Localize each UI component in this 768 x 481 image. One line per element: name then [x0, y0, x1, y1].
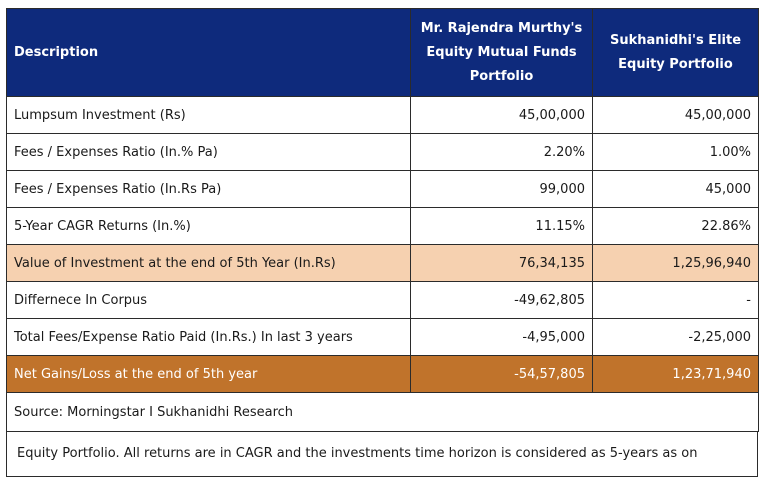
row-label: Total Fees/Expense Ratio Paid (In.Rs.) I…	[6, 318, 411, 356]
table-row: Differnece In Corpus -49,62,805 -	[6, 281, 759, 319]
table-header-row: Description Mr. Rajendra Murthy's Equity…	[6, 8, 759, 97]
table-row: Lumpsum Investment (Rs) 45,00,000 45,00,…	[6, 96, 759, 134]
row-value-rajendra: -4,95,000	[410, 318, 593, 356]
table-row: Total Fees/Expense Ratio Paid (In.Rs.) I…	[6, 318, 759, 356]
header-description: Description	[6, 8, 411, 97]
row-value-rajendra: 45,00,000	[410, 96, 593, 134]
footnote-box: Equity Portfolio. All returns are in CAG…	[6, 432, 758, 477]
row-value-sukhanidhi: 1,23,71,940	[592, 355, 759, 393]
row-label: 5-Year CAGR Returns (In.%)	[6, 207, 411, 245]
row-value-sukhanidhi: 22.86%	[592, 207, 759, 245]
comparison-table-container: Description Mr. Rajendra Murthy's Equity…	[6, 8, 759, 432]
footnote-line: Equity Portfolio. All returns are in CAG…	[17, 446, 698, 461]
source-row: Source: Morningstar I Sukhanidhi Researc…	[6, 392, 759, 432]
row-value-sukhanidhi: 1.00%	[592, 133, 759, 171]
row-value-rajendra: 11.15%	[410, 207, 593, 245]
table-row: 5-Year CAGR Returns (In.%) 11.15% 22.86%	[6, 207, 759, 245]
row-value-rajendra: 99,000	[410, 170, 593, 208]
row-value-rajendra: 76,34,135	[410, 244, 593, 282]
header-rajendra-portfolio: Mr. Rajendra Murthy's Equity Mutual Fund…	[410, 8, 593, 97]
comparison-table: Description Mr. Rajendra Murthy's Equity…	[6, 8, 759, 432]
table-row-total: Net Gains/Loss at the end of 5th year -5…	[6, 355, 759, 393]
row-label: Lumpsum Investment (Rs)	[6, 96, 411, 134]
table-row: Fees / Expenses Ratio (In.Rs Pa) 99,000 …	[6, 170, 759, 208]
row-value-rajendra: 2.20%	[410, 133, 593, 171]
row-value-sukhanidhi: -2,25,000	[592, 318, 759, 356]
row-value-sukhanidhi: -	[592, 281, 759, 319]
row-label: Net Gains/Loss at the end of 5th year	[6, 355, 411, 393]
table-row-highlight: Value of Investment at the end of 5th Ye…	[6, 244, 759, 282]
row-label: Fees / Expenses Ratio (In.% Pa)	[6, 133, 411, 171]
header-sukhanidhi-portfolio: Sukhanidhi's Elite Equity Portfolio	[592, 8, 759, 97]
row-value-rajendra: -49,62,805	[410, 281, 593, 319]
row-value-sukhanidhi: 45,000	[592, 170, 759, 208]
row-label: Value of Investment at the end of 5th Ye…	[6, 244, 411, 282]
row-label: Differnece In Corpus	[6, 281, 411, 319]
row-value-sukhanidhi: 45,00,000	[592, 96, 759, 134]
table-row: Fees / Expenses Ratio (In.% Pa) 2.20% 1.…	[6, 133, 759, 171]
row-value-rajendra: -54,57,805	[410, 355, 593, 393]
source-note: Source: Morningstar I Sukhanidhi Researc…	[6, 392, 759, 432]
row-label: Fees / Expenses Ratio (In.Rs Pa)	[6, 170, 411, 208]
row-value-sukhanidhi: 1,25,96,940	[592, 244, 759, 282]
